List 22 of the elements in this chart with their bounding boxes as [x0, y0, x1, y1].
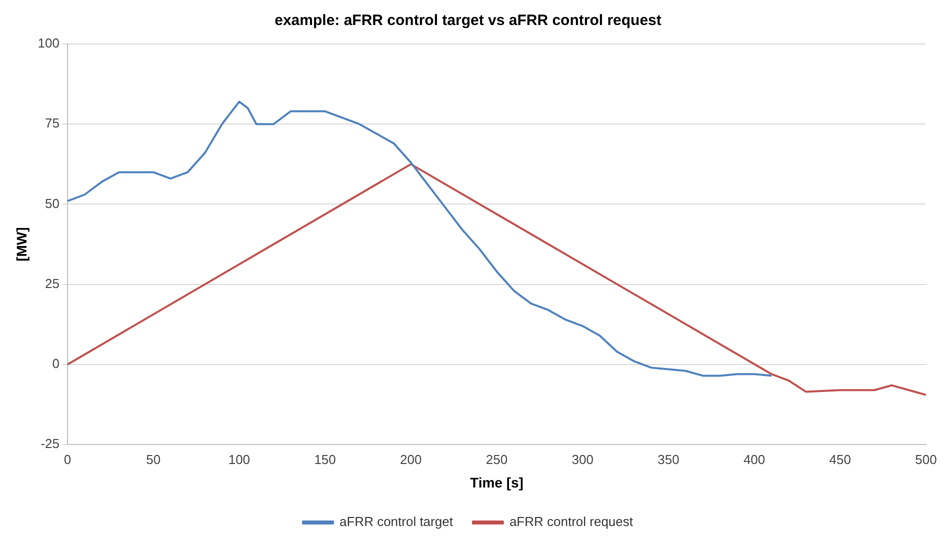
legend-label: aFRR control request	[509, 514, 634, 530]
y-tick-label: 50	[45, 196, 60, 211]
x-tick-label: 100	[228, 452, 250, 467]
x-tick-label: 250	[486, 452, 508, 467]
chart-title: example: aFRR control target vs aFRR control request	[274, 12, 662, 30]
x-tick-label: 450	[829, 452, 851, 467]
x-tick-label: 150	[314, 452, 336, 467]
y-tick-label: 100	[38, 36, 60, 51]
y-tick-label: -25	[40, 436, 60, 452]
x-tick-label: 0	[64, 452, 72, 467]
x-tick-label: 300	[572, 452, 594, 467]
x-axis-title: Time [s]	[470, 474, 524, 490]
y-tick-label: 25	[45, 276, 60, 291]
legend-label: aFRR control target	[340, 514, 454, 530]
x-tick-label: 50	[146, 452, 161, 467]
y-tick-label: 0	[52, 356, 60, 372]
x-tick-label: 400	[743, 452, 766, 467]
y-axis-title: [MW]	[13, 227, 30, 262]
x-tick-label: 200	[400, 452, 422, 467]
x-tick-label: 350	[658, 452, 680, 467]
x-tick-label: 500	[915, 452, 937, 467]
y-tick-label: 75	[45, 116, 60, 131]
